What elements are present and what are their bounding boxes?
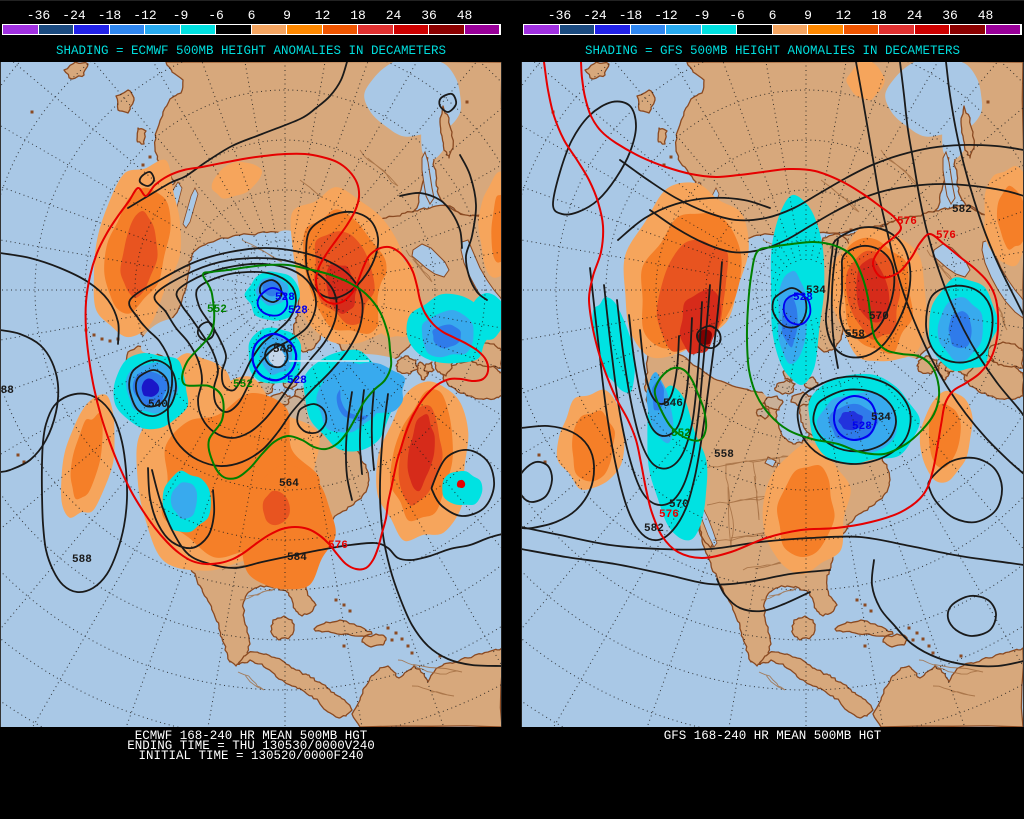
svg-text:546: 546 bbox=[663, 398, 683, 410]
svg-text:534: 534 bbox=[806, 285, 826, 297]
svg-text:564: 564 bbox=[279, 478, 299, 490]
svg-text:576: 576 bbox=[936, 230, 956, 242]
svg-text:558: 558 bbox=[845, 329, 865, 341]
svg-text:552: 552 bbox=[233, 379, 253, 391]
svg-text:576: 576 bbox=[897, 216, 917, 228]
svg-text:576: 576 bbox=[328, 540, 348, 552]
svg-text:582: 582 bbox=[952, 204, 972, 216]
svg-text:552: 552 bbox=[671, 428, 691, 440]
svg-text:548: 548 bbox=[273, 344, 293, 356]
svg-text:552: 552 bbox=[207, 304, 227, 316]
svg-text:582: 582 bbox=[644, 523, 664, 535]
svg-text:540: 540 bbox=[148, 399, 168, 411]
svg-text:576: 576 bbox=[659, 509, 679, 521]
svg-text:528: 528 bbox=[287, 375, 307, 387]
svg-text:528: 528 bbox=[793, 292, 813, 304]
svg-text:588: 588 bbox=[0, 385, 14, 397]
svg-text:570: 570 bbox=[669, 499, 689, 511]
svg-text:528: 528 bbox=[852, 421, 872, 433]
svg-text:534: 534 bbox=[871, 412, 891, 424]
svg-text:528: 528 bbox=[275, 292, 295, 304]
svg-text:528: 528 bbox=[288, 305, 308, 317]
svg-text:570: 570 bbox=[869, 311, 889, 323]
svg-text:558: 558 bbox=[714, 449, 734, 461]
svg-text:584: 584 bbox=[287, 552, 307, 564]
svg-text:588: 588 bbox=[72, 554, 92, 566]
